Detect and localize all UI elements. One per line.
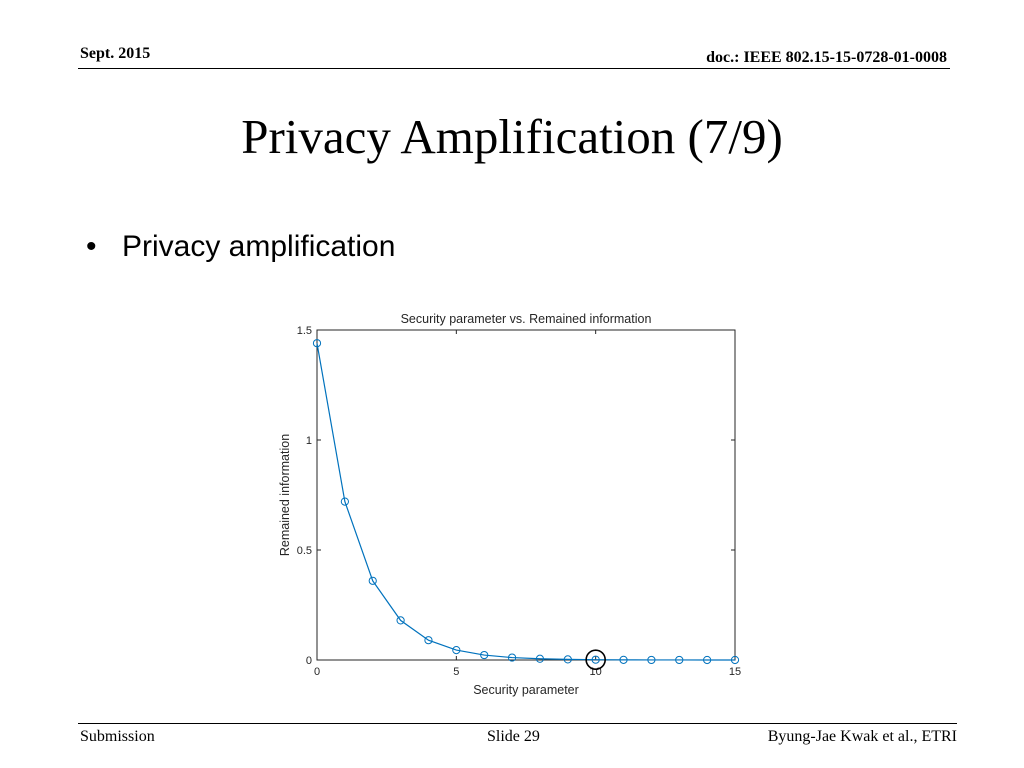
y-axis-label: Remained information: [278, 434, 292, 556]
data-point: [368, 576, 377, 585]
chart-svg: Security parameter vs. Remained informat…: [278, 312, 741, 697]
axis-ticks: [316, 329, 736, 661]
y-tick-label: 0: [306, 655, 312, 667]
footer-rule: [78, 723, 957, 724]
data-point: [675, 655, 684, 665]
data-point: [647, 655, 656, 665]
data-point: [396, 616, 405, 625]
slide-title: Privacy Amplification (7/9): [241, 109, 783, 164]
footer-left: Submission: [80, 728, 155, 745]
data-point: [591, 655, 600, 664]
y-tick-label: 1: [306, 435, 312, 447]
data-point: [452, 646, 461, 655]
data-point: [535, 654, 545, 663]
x-tick-label: 15: [729, 666, 741, 678]
y-tick-label: 0.5: [297, 545, 312, 557]
header-rule: [78, 68, 950, 69]
plot-area: [316, 329, 736, 661]
y-tick-label: 1.5: [297, 325, 312, 337]
data-point: [730, 655, 740, 665]
data-point: [507, 653, 517, 662]
data-series: [312, 339, 740, 670]
data-point: [480, 650, 489, 660]
data-point: [424, 636, 433, 645]
data-point: [340, 497, 349, 506]
footer-author: Byung-Jae Kwak et al., ETRI: [767, 728, 957, 745]
header-doc-id: doc.: IEEE 802.15-15-0728-01-0008: [706, 49, 947, 66]
data-point: [312, 339, 322, 348]
x-tick-label: 5: [453, 666, 459, 678]
bullet-text: Privacy amplification: [122, 230, 396, 263]
footer-slide-number: Slide 29: [487, 728, 540, 745]
data-point: [563, 655, 572, 664]
header-date: Sept. 2015: [80, 45, 151, 62]
bullet-item: • Privacy amplification: [86, 230, 395, 264]
chart-title: Security parameter vs. Remained informat…: [401, 312, 652, 326]
chart: Security parameter vs. Remained informat…: [270, 305, 760, 705]
highlight-circle: [585, 649, 606, 670]
bullet-marker: •: [86, 230, 97, 263]
data-point: [703, 655, 712, 665]
x-axis-label: Security parameter: [473, 683, 579, 697]
series-line: [316, 343, 736, 661]
data-point: [619, 655, 628, 664]
x-tick-label: 0: [314, 666, 320, 678]
